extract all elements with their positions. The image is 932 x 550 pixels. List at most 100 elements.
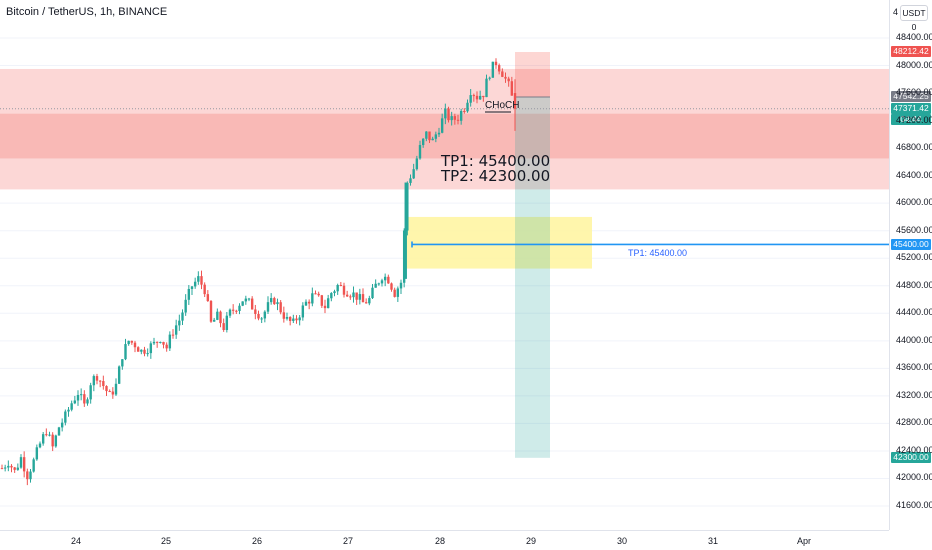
candle-body <box>64 411 67 423</box>
candle-body <box>54 435 58 447</box>
candle-body <box>453 116 457 120</box>
candle-body <box>482 95 485 98</box>
candle-body <box>241 301 244 306</box>
candle-body <box>352 292 355 298</box>
candle-body <box>146 353 149 355</box>
candle-body <box>450 116 453 121</box>
price-axis-tick: 44800.00 <box>896 279 932 290</box>
candle-body <box>466 102 469 112</box>
candle-body <box>16 467 20 470</box>
candle-body <box>485 78 488 98</box>
price-axis-tick: 42800.00 <box>896 417 932 428</box>
tp1-annotation[interactable]: TP1: 45400.00 <box>441 152 551 170</box>
candle-body <box>371 287 374 299</box>
candle-body <box>22 457 26 472</box>
candle-body <box>184 299 187 313</box>
price-tag-current: 47371.42 <box>891 103 931 114</box>
candle-body <box>155 341 159 343</box>
time-axis-tick: Apr <box>796 536 812 546</box>
price-axis-tick: 46400.00 <box>896 169 932 180</box>
candle-body <box>326 298 330 309</box>
candle-body <box>136 347 140 352</box>
candle-body <box>298 317 301 321</box>
candle-body <box>231 309 235 311</box>
symbol-title[interactable]: Bitcoin / TetherUS, 1h, BINANCE <box>6 6 168 18</box>
time-axis-tick: 30 <box>616 536 628 546</box>
price-axis-divider <box>889 0 890 530</box>
candle-body <box>95 376 99 381</box>
candle-body <box>178 320 181 326</box>
candle-body <box>314 293 317 295</box>
candle-body <box>235 310 238 312</box>
candle-body <box>51 434 54 447</box>
choch-label[interactable]: CHoCH <box>485 100 520 111</box>
candle-body <box>200 276 203 285</box>
price-axis-tick: 42000.00 <box>896 472 932 483</box>
candle-body <box>437 132 441 135</box>
demand-zone <box>406 216 592 269</box>
candle-body <box>219 311 222 324</box>
candle-body <box>10 465 13 468</box>
candle-body <box>345 294 349 297</box>
price-axis-tick: 46800.00 <box>896 142 932 153</box>
candle-body <box>431 138 434 141</box>
candle-body <box>57 427 61 436</box>
candle-body <box>244 298 248 302</box>
candle-body <box>475 95 479 100</box>
candle-body <box>152 341 156 344</box>
candle-body <box>491 61 495 78</box>
candle-body <box>102 381 105 387</box>
candle-body <box>89 385 92 400</box>
candle-body <box>361 294 365 303</box>
candle-body <box>70 403 73 410</box>
candle-body <box>276 302 279 305</box>
tp1-line-label: TP1: 45400.00 <box>628 248 688 258</box>
candle-body <box>472 95 476 97</box>
candle-body <box>349 296 352 298</box>
candle-body <box>105 386 108 392</box>
candle-body <box>488 77 491 79</box>
candle-body <box>124 344 127 360</box>
candle-body <box>409 178 412 183</box>
candle-body <box>212 319 216 322</box>
candle-body <box>311 293 314 304</box>
candle-body <box>494 61 498 66</box>
candle-body <box>387 276 390 284</box>
time-axis-tick: 24 <box>70 536 82 546</box>
candle-body <box>415 158 419 170</box>
price-axis-tick: 45600.00 <box>896 224 932 235</box>
candle-body <box>92 376 96 386</box>
candle-body <box>45 434 48 436</box>
candle-body <box>501 71 504 77</box>
candle-body <box>374 283 377 288</box>
candle-body <box>67 409 70 412</box>
candle-body <box>336 285 339 292</box>
price-axis-tick: 43600.00 <box>896 362 932 373</box>
candle-body <box>282 312 286 319</box>
candle-body <box>222 323 225 331</box>
time-axis-tick: 27 <box>342 536 354 546</box>
candle-body <box>250 298 254 310</box>
candle-body <box>447 108 450 121</box>
candle-body <box>171 334 175 336</box>
price-tag-tp2: 42300.00 <box>891 452 931 463</box>
tp2-annotation[interactable]: TP2: 42300.00 <box>441 167 551 185</box>
price-tag-entry: 47542.25 <box>891 91 931 102</box>
candle-body <box>117 366 121 384</box>
price-tag-stop: 48212.42 <box>891 46 931 57</box>
price-axis-tick: 48400.00 <box>896 32 932 42</box>
breakout-candle <box>404 182 407 279</box>
candle-body <box>377 283 381 285</box>
time-axis-divider <box>0 530 889 531</box>
candle-body <box>111 391 115 395</box>
candle-body <box>247 298 251 300</box>
candle-body <box>307 301 311 304</box>
candle-body <box>13 467 16 470</box>
candle-body <box>273 298 276 305</box>
currency-button[interactable]: USDT 0 <box>900 5 928 32</box>
candle-body <box>279 302 282 313</box>
candle-body <box>32 459 35 472</box>
candle-body <box>301 305 305 318</box>
